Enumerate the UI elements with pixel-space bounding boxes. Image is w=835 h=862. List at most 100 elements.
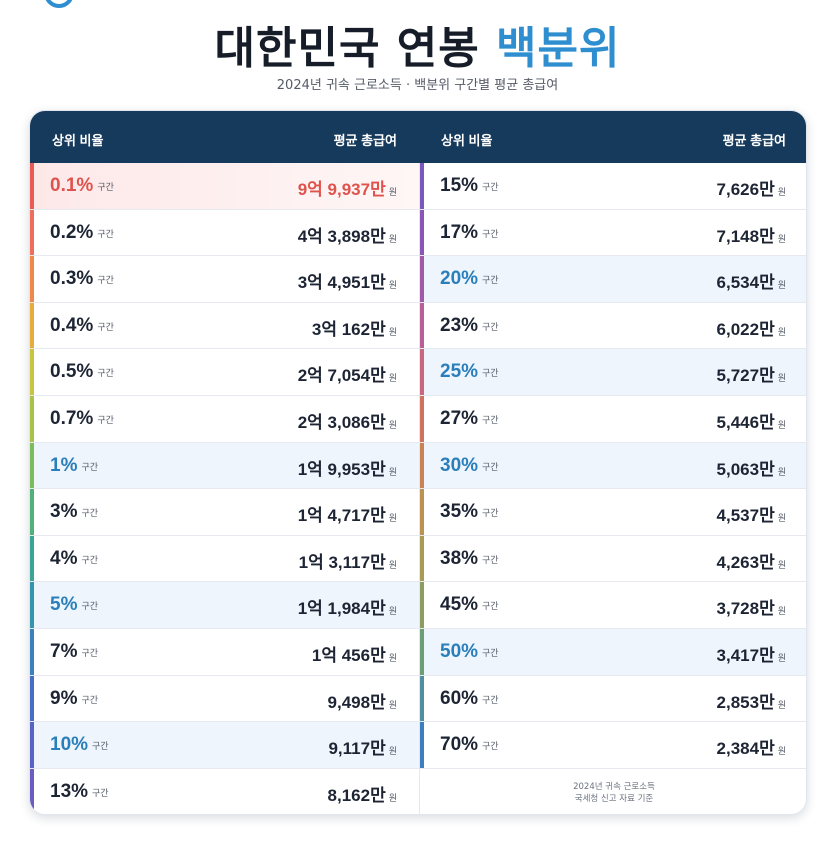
salary-value: 2,384만 [716, 739, 775, 759]
average-salary: 6,022만 원 [717, 315, 786, 340]
average-salary: 4억 3,898만 원 [298, 222, 397, 247]
percentile-label: 0.1% 구간 [50, 175, 114, 197]
table-row: 35% 구간 4,537만 원 [420, 489, 806, 536]
row-color-bar [30, 209, 34, 256]
table-row: 1% 구간 1억 9,953만 원 [30, 442, 419, 490]
table-header-right: 상위 비율 평균 총급여 [419, 111, 806, 163]
percentile-label: 30% 구간 [440, 455, 499, 477]
table-row: 60% 구간 2,853만 원 [420, 675, 806, 723]
won-suffix: 원 [777, 746, 786, 757]
table-row: 0.2% 구간 4억 3,898만 원 [30, 209, 419, 257]
percentile-label: 0.5% 구간 [50, 361, 114, 383]
percentile-label: 45% 구간 [440, 594, 499, 616]
range-suffix: 구간 [482, 508, 499, 519]
range-suffix: 구간 [482, 182, 499, 192]
row-color-bar [420, 349, 424, 395]
percentile-label: 15% 구간 [440, 175, 499, 197]
salary-value: 9,498만 [327, 692, 386, 712]
row-color-bar [420, 675, 424, 722]
percentile-label: 23% 구간 [440, 315, 499, 337]
percentile-value: 1% [50, 454, 78, 476]
percentile-value: 70% [440, 734, 479, 756]
salary-value: 9,117만 [328, 739, 386, 759]
range-suffix: 구간 [92, 741, 109, 752]
percentile-table: 상위 비율 평균 총급여 상위 비율 평균 총급여 0.1% 구간 9억 9,937… [29, 110, 807, 815]
percentile-value: 45% [440, 594, 479, 616]
won-suffix: 원 [777, 699, 786, 710]
won-suffix: 원 [777, 419, 786, 430]
percentile-value: 0.7% [50, 407, 94, 429]
salary-value: 2억 3,086만 [297, 412, 386, 432]
header-amount-label: 평균 총급여 [333, 133, 397, 148]
range-suffix: 구간 [97, 228, 114, 239]
row-color-bar [420, 302, 424, 349]
table-row: 3% 구간 1억 4,717만 원 [30, 489, 419, 536]
average-salary: 8,162만 원 [328, 781, 397, 806]
row-color-bar [420, 395, 424, 442]
row-color-bar [420, 256, 424, 302]
row-color-bar [30, 302, 34, 349]
table-row: 45% 구간 3,728만 원 [420, 582, 806, 629]
won-suffix: 원 [777, 326, 786, 337]
average-salary: 6,534만 원 [717, 268, 786, 293]
average-salary: 1억 3,117만 원 [299, 548, 397, 573]
table-row: 10% 구간 9,117만 원 [30, 722, 419, 769]
won-suffix: 원 [388, 746, 397, 757]
percentile-label: 5% 구간 [50, 594, 98, 616]
salary-value: 4억 3,898만 [297, 226, 386, 246]
salary-value: 6,534만 [716, 273, 775, 293]
page-subtitle: 2024년 귀속 근로소득 · 백분위 구간별 평균 총급여 [276, 78, 559, 93]
won-suffix: 원 [388, 373, 397, 384]
percentile-label: 35% 구간 [440, 501, 499, 523]
title-main: 대한민국 연봉 [214, 23, 480, 74]
percentile-value: 7% [50, 640, 78, 662]
row-color-bar [30, 768, 34, 814]
percentile-value: 20% [440, 268, 479, 290]
average-salary: 2억 3,086만 원 [298, 408, 397, 433]
average-salary: 1억 4,717만 원 [298, 501, 397, 526]
range-suffix: 구간 [81, 694, 99, 705]
won-suffix: 원 [388, 326, 397, 337]
row-color-bar [30, 163, 34, 209]
row-color-bar [30, 582, 34, 628]
table-row: 0.4% 구간 3억 162만 원 [30, 302, 419, 350]
salary-value: 2,853만 [716, 692, 775, 712]
range-suffix: 구간 [482, 228, 499, 239]
table-row: 7% 구간 1억 456만 원 [30, 628, 419, 676]
range-suffix: 구간 [482, 414, 499, 425]
average-salary: 7,148만 원 [717, 222, 786, 247]
average-salary: 5,063만 원 [717, 455, 786, 480]
salary-value: 5,446만 [716, 412, 775, 432]
source-note-line2: 국세청 신고 자료 기준 [574, 793, 654, 804]
average-salary: 9억 9,937만 원 [298, 175, 397, 200]
won-suffix: 원 [388, 792, 397, 803]
salary-value: 7,626만 [716, 180, 775, 199]
salary-value: 3억 4,951만 [297, 273, 386, 293]
percentile-value: 0.3% [50, 268, 94, 290]
percentile-value: 15% [440, 175, 479, 196]
row-color-bar [420, 535, 424, 582]
salary-value: 9억 9,937만 [297, 180, 386, 199]
won-suffix: 원 [388, 606, 397, 617]
average-salary: 5,727만 원 [717, 361, 786, 386]
percentile-label: 17% 구간 [440, 222, 499, 244]
row-color-bar [420, 163, 424, 209]
average-salary: 3,417만 원 [717, 641, 786, 666]
table-row: 27% 구간 5,446만 원 [420, 395, 806, 443]
range-suffix: 구간 [81, 554, 99, 565]
percentile-value: 38% [440, 547, 479, 569]
table-row: 0.5% 구간 2억 7,054만 원 [30, 349, 419, 396]
average-salary: 2,853만 원 [717, 688, 786, 713]
won-suffix: 원 [777, 559, 786, 570]
percentile-value: 25% [440, 361, 479, 383]
row-color-bar [420, 582, 424, 628]
percentile-label: 0.3% 구간 [50, 268, 114, 290]
table-column-left: 0.1% 구간 9억 9,937만 원 0.2% 구간 4억 3,898만 원 0.3% 구간 3억… [30, 163, 419, 814]
range-suffix: 구간 [81, 601, 99, 612]
percentile-label: 27% 구간 [440, 408, 499, 430]
table-row: 0.3% 구간 3억 4,951만 원 [30, 256, 419, 303]
table-row: 20% 구간 6,534만 원 [420, 256, 806, 303]
table-row: 23% 구간 6,022만 원 [420, 302, 806, 350]
percentile-value: 17% [440, 221, 479, 243]
average-salary: 7,626만 원 [717, 175, 786, 200]
